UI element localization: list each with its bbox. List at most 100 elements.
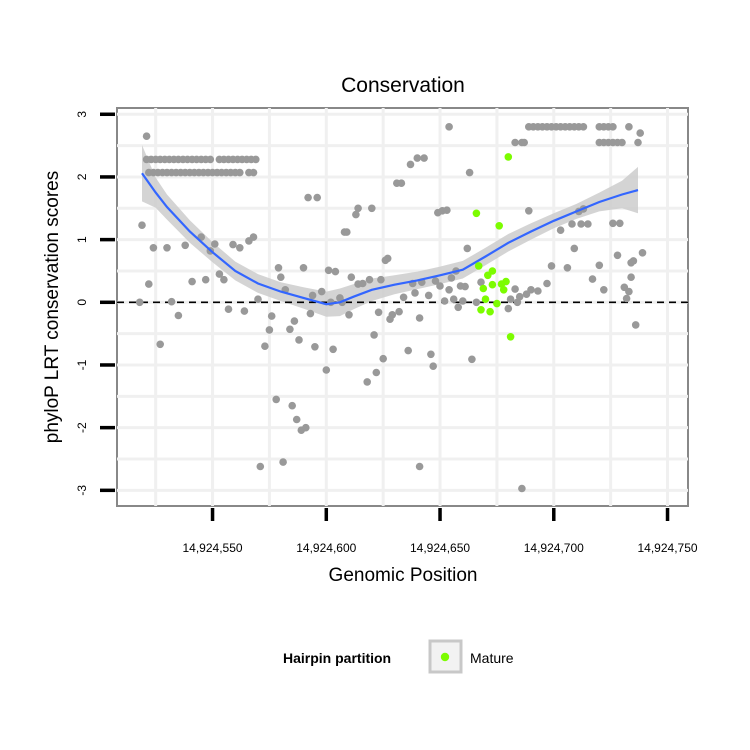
data-point — [429, 362, 438, 371]
smooth-trend-line — [141, 172, 639, 306]
data-point — [343, 228, 351, 236]
data-point — [290, 317, 299, 325]
data-point — [277, 273, 285, 282]
data-point — [543, 279, 551, 288]
data-point — [436, 282, 444, 290]
data-point — [156, 340, 164, 349]
data-point — [363, 378, 372, 386]
data-point — [224, 305, 233, 314]
x-tick-label: 14,924,550 — [183, 541, 243, 555]
data-point — [374, 308, 383, 317]
data-point — [345, 311, 353, 319]
data-point — [468, 355, 476, 364]
data-point — [317, 287, 326, 296]
data-point — [622, 294, 631, 303]
data-point — [415, 462, 424, 471]
data-point — [404, 346, 413, 355]
data-point — [616, 219, 624, 228]
gridlines — [117, 108, 688, 506]
data-point — [447, 274, 456, 282]
data-point-mature — [504, 153, 513, 161]
data-point — [627, 273, 635, 282]
data-point — [265, 326, 274, 334]
data-point — [142, 132, 151, 140]
legend-title: Hairpin partition — [283, 650, 391, 666]
y-axis-label: phyloP LRT conservation scores — [42, 171, 63, 444]
data-point — [145, 280, 153, 288]
data-point — [399, 293, 408, 302]
data-point — [588, 275, 597, 283]
data-point — [167, 297, 176, 306]
data-point — [431, 277, 440, 285]
data-point-mature — [506, 333, 515, 341]
y-tick-label: 0 — [75, 299, 89, 306]
data-point — [636, 129, 644, 137]
data-point — [368, 204, 376, 213]
data-point — [445, 123, 453, 131]
legend-mature-marker — [440, 652, 450, 662]
data-point-mature — [493, 299, 501, 308]
data-point — [292, 415, 301, 424]
data-point — [267, 312, 276, 320]
data-point — [206, 155, 215, 164]
data-point — [547, 262, 556, 270]
data-point — [609, 219, 617, 228]
data-point — [625, 123, 633, 131]
data-point-mature — [477, 306, 485, 314]
series-mature-points — [472, 153, 515, 341]
data-point — [440, 297, 449, 305]
data-point-mature — [488, 267, 497, 275]
data-point — [229, 240, 237, 249]
data-point — [372, 368, 381, 377]
y-tick-label: 3 — [75, 111, 89, 118]
data-point — [518, 484, 526, 493]
data-point — [311, 343, 319, 351]
data-point — [568, 220, 576, 228]
data-point — [595, 261, 604, 270]
data-point — [249, 233, 258, 241]
data-point — [254, 295, 262, 304]
data-point — [397, 179, 406, 187]
data-point — [534, 287, 542, 295]
data-point — [352, 210, 360, 219]
data-point-mature — [495, 222, 504, 230]
data-point — [174, 311, 183, 320]
data-point — [358, 279, 367, 288]
data-point — [504, 304, 513, 313]
data-point — [272, 395, 281, 404]
data-point — [256, 462, 265, 471]
data-point — [286, 325, 294, 334]
data-point-mature — [502, 277, 510, 286]
data-point — [577, 220, 585, 228]
data-point — [629, 257, 638, 265]
data-point — [347, 273, 356, 282]
data-point — [511, 285, 519, 293]
data-point-mature — [499, 286, 508, 294]
trend-line — [141, 172, 639, 306]
data-point — [236, 168, 244, 177]
data-point — [579, 123, 588, 131]
y-axis: -3 -2 -1 0 1 2 3 — [75, 111, 115, 496]
data-point — [313, 193, 322, 202]
data-point — [413, 154, 422, 162]
data-point — [527, 286, 535, 294]
data-point — [201, 275, 210, 284]
data-point — [638, 249, 647, 257]
data-point — [570, 244, 579, 253]
data-point — [295, 336, 303, 344]
y-tick-label: -3 — [75, 485, 89, 496]
data-point — [279, 458, 287, 466]
data-point — [188, 277, 196, 286]
data-point — [138, 221, 146, 229]
chart-title: Conservation — [341, 74, 465, 97]
data-point — [472, 298, 481, 307]
y-tick-label: 2 — [75, 173, 89, 180]
data-point — [631, 321, 640, 329]
data-point — [454, 303, 463, 312]
x-axis-label: Genomic Position — [329, 565, 478, 586]
data-point — [515, 292, 524, 301]
data-point — [377, 275, 385, 284]
smooth-confidence-band — [142, 145, 638, 317]
data-point — [395, 307, 403, 316]
data-point — [411, 289, 419, 297]
